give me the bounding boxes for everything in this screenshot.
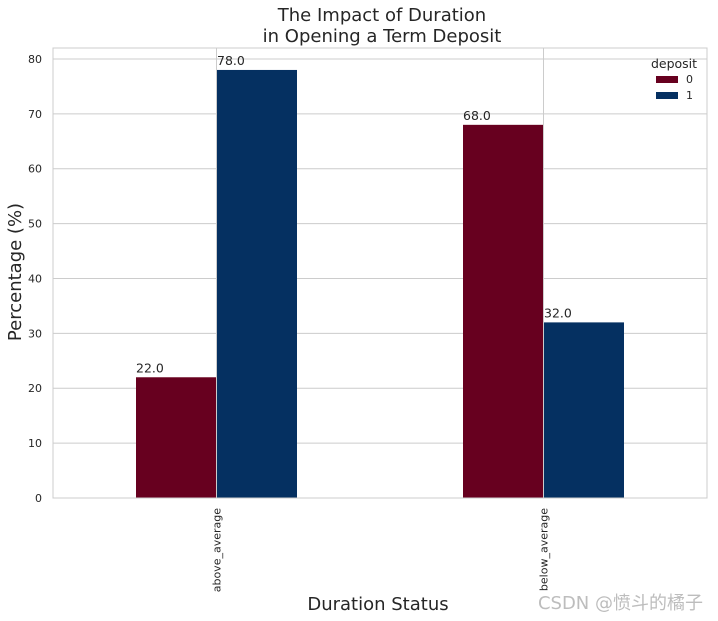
legend: deposit 0 1 [651,56,697,102]
legend-label-0: 0 [686,73,693,86]
y-tick-label: 10 [28,437,42,450]
y-tick-label: 30 [28,327,42,340]
chart-title-line-2: in Opening a Term Deposit [263,26,502,47]
bar-series-0-above_average [136,377,216,498]
bar-series-1-above_average [217,69,297,498]
data-label: 68.0 [463,108,491,123]
y-tick-label: 60 [28,163,42,176]
plot-frame [52,47,708,499]
y-tick-label: 70 [28,108,42,121]
x-tick-label: below_average [538,508,551,591]
chart-title-line-1: The Impact of Duration [277,5,486,26]
y-axis-label: Percentage (%) [5,203,26,341]
y-tick-label: 40 [28,272,42,285]
legend-label-1: 1 [686,89,693,102]
data-label: 22.0 [136,360,164,375]
data-label: 32.0 [544,305,572,320]
y-tick-label: 50 [28,218,42,231]
watermark: CSDN @愤斗的橘子 [538,593,703,614]
legend-swatch-0 [656,76,678,83]
x-axis-ticks: above_average below_average [211,508,551,592]
data-label: 78.0 [217,53,245,68]
legend-swatch-1 [656,92,678,99]
bar-series-0-below_average [463,124,543,498]
bar-series-1-below_average [544,322,624,498]
bars: 22.0 78.0 68.0 32.0 [136,53,624,498]
y-tick-label: 0 [35,492,42,505]
x-axis-label: Duration Status [307,594,448,615]
legend-title: deposit [651,56,697,71]
x-tick-label: above_average [211,508,224,592]
y-tick-label: 80 [28,53,42,66]
y-axis-ticks: 0 10 20 30 40 50 60 70 80 [28,53,42,505]
y-tick-label: 20 [28,382,42,395]
